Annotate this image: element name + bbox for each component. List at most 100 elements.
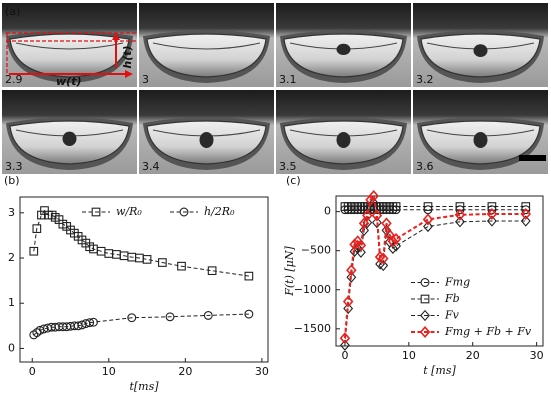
frame-label: 2.9 bbox=[5, 73, 23, 86]
legend-label: w/R₀ bbox=[116, 205, 142, 218]
frame-label: 3.6 bbox=[416, 160, 434, 173]
plot-frame bbox=[19, 196, 269, 363]
bowl bbox=[146, 33, 267, 78]
x-tick-label: 0 bbox=[29, 365, 36, 378]
x-tick-label: 10 bbox=[102, 365, 116, 378]
film-edge bbox=[15, 42, 124, 50]
series-line bbox=[343, 193, 526, 339]
marker bbox=[207, 266, 217, 276]
marker bbox=[29, 246, 39, 256]
x-tick-label: 10 bbox=[402, 349, 416, 362]
droplet bbox=[473, 132, 488, 148]
legend-marker bbox=[419, 325, 431, 339]
photo-frame: 2.9 bbox=[2, 3, 137, 87]
marker bbox=[89, 317, 98, 327]
legend-label: Fmg bbox=[444, 276, 470, 289]
marker bbox=[158, 258, 167, 267]
marker bbox=[362, 209, 373, 222]
photo-frame: 3.2 bbox=[413, 3, 548, 87]
w-label: w(t) bbox=[56, 75, 81, 88]
legend-marker bbox=[420, 278, 430, 287]
photo-frame: 3.6 bbox=[413, 90, 548, 174]
marker bbox=[37, 210, 46, 220]
marker bbox=[346, 271, 357, 283]
marker bbox=[47, 210, 57, 220]
panel-label: (b) bbox=[4, 174, 20, 187]
droplet bbox=[62, 131, 77, 146]
legend-label: Fmg + Fb + Fv bbox=[444, 325, 532, 338]
x-tick-label: 30 bbox=[530, 349, 544, 362]
marker bbox=[343, 302, 354, 315]
marker bbox=[244, 271, 254, 281]
frame-label: 3.5 bbox=[279, 160, 297, 173]
legend-marker bbox=[420, 309, 430, 322]
marker bbox=[32, 224, 42, 233]
marker bbox=[390, 232, 402, 245]
photo-frame: 3.4 bbox=[139, 90, 274, 174]
marker bbox=[486, 215, 497, 227]
h-label: h(t) bbox=[121, 45, 134, 68]
legend-label: h/2R₀ bbox=[204, 205, 235, 218]
x-tick-label: 30 bbox=[255, 365, 269, 378]
y-tick-label: −1000 bbox=[294, 283, 331, 296]
marker bbox=[368, 197, 379, 209]
arrow-head bbox=[125, 70, 133, 78]
panel-label: (a) bbox=[5, 5, 20, 18]
marker bbox=[29, 330, 39, 340]
y-tick-label: −1500 bbox=[294, 322, 331, 335]
photo-frame: 3.3 bbox=[2, 90, 137, 174]
marker bbox=[346, 264, 357, 277]
droplet bbox=[336, 43, 351, 56]
marker bbox=[486, 207, 498, 220]
marker bbox=[423, 220, 433, 233]
marker bbox=[177, 261, 186, 271]
droplet bbox=[473, 44, 488, 57]
x-axis-label: t[ms] bbox=[129, 380, 159, 393]
marker bbox=[381, 217, 392, 230]
marker bbox=[349, 245, 360, 258]
marker bbox=[349, 238, 360, 251]
x-axis-label: t [ms] bbox=[423, 364, 456, 377]
marker bbox=[520, 215, 531, 227]
bowl bbox=[9, 33, 130, 78]
marker bbox=[355, 246, 366, 258]
panel-label: (c) bbox=[286, 174, 301, 187]
bowl bbox=[283, 33, 404, 78]
series-line bbox=[344, 201, 526, 346]
x-tick-label: 0 bbox=[341, 349, 348, 362]
frame-label: 3.4 bbox=[142, 160, 160, 173]
y-tick-label: −500 bbox=[301, 244, 331, 257]
marker bbox=[422, 213, 434, 226]
marker bbox=[127, 313, 137, 323]
marker bbox=[387, 235, 399, 248]
legend-label: Fv bbox=[444, 309, 460, 322]
marker bbox=[355, 239, 367, 252]
legend-marker bbox=[420, 294, 430, 304]
marker bbox=[342, 295, 354, 308]
legend-label: Fb bbox=[444, 292, 460, 305]
frame-label: 3 bbox=[142, 73, 149, 86]
y-tick-label: 3 bbox=[8, 206, 15, 219]
x-tick-label: 20 bbox=[466, 349, 480, 362]
marker bbox=[339, 332, 351, 345]
marker bbox=[142, 255, 152, 264]
photo-frame: 3.5 bbox=[276, 90, 411, 174]
marker bbox=[358, 217, 370, 230]
marker bbox=[359, 224, 370, 237]
photo-frame: 3 bbox=[139, 3, 274, 87]
frame-label: 3.3 bbox=[5, 160, 23, 173]
y-tick-label: 2 bbox=[8, 251, 15, 264]
marker bbox=[85, 318, 95, 328]
marker bbox=[362, 216, 373, 229]
frame-label: 3.2 bbox=[416, 73, 434, 86]
marker bbox=[340, 339, 350, 351]
marker bbox=[378, 259, 389, 272]
marker bbox=[203, 310, 213, 320]
series-line bbox=[33, 313, 249, 336]
photo-frame: 3.1 bbox=[276, 3, 411, 87]
film-edge bbox=[152, 42, 261, 50]
y-tick-label: 0 bbox=[324, 205, 331, 218]
marker bbox=[32, 328, 42, 338]
droplet bbox=[336, 132, 351, 148]
